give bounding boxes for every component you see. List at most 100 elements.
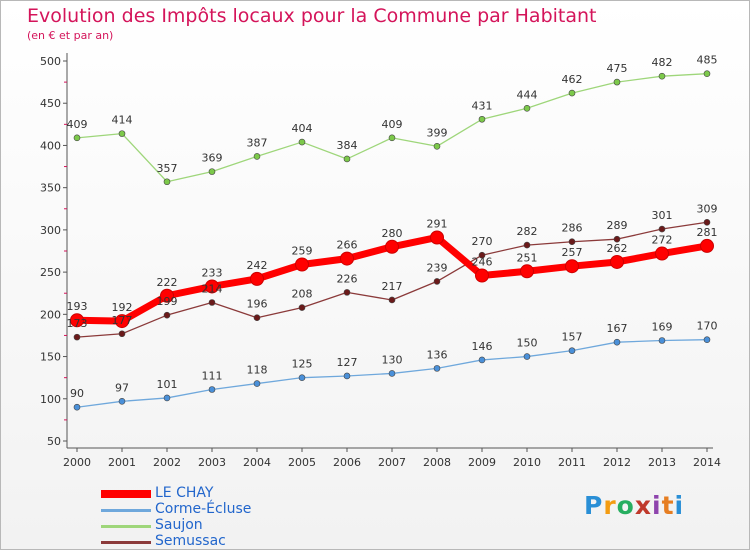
point-semussac [613, 235, 621, 243]
point-corme-cluse [478, 356, 486, 364]
point-le-chay [520, 264, 534, 279]
data-label-semussac: 196 [247, 298, 268, 311]
data-label-le-chay: 262 [607, 242, 628, 255]
x-tick-label: 2003 [198, 456, 226, 469]
data-label-saujon: 414 [112, 114, 133, 127]
point-semussac [478, 251, 486, 259]
point-saujon [208, 168, 216, 175]
chart-title: Evolution des Impôts locaux pour la Comm… [27, 5, 597, 27]
point-corme-cluse [388, 370, 396, 377]
legend-swatch [101, 490, 151, 498]
data-label-saujon: 387 [247, 136, 268, 149]
point-le-chay [70, 313, 84, 328]
data-label-le-chay: 259 [292, 245, 313, 258]
y-tick-label: 200 [40, 308, 61, 321]
data-label-semussac: 217 [382, 280, 403, 293]
proxiti-logo: Proxiti [584, 491, 684, 520]
data-label-semussac: 282 [517, 225, 538, 238]
data-label-le-chay: 233 [202, 266, 223, 279]
point-le-chay [295, 257, 309, 272]
point-corme-cluse [298, 374, 306, 381]
data-label-corme-cluse: 118 [247, 364, 268, 377]
data-label-corme-cluse: 111 [202, 369, 223, 382]
point-le-chay [700, 238, 714, 253]
legend-swatch [101, 541, 151, 544]
point-le-chay [610, 254, 624, 269]
point-corme-cluse [343, 372, 351, 380]
point-semussac [658, 225, 666, 233]
y-tick-label: 250 [40, 266, 61, 279]
point-le-chay [340, 251, 354, 266]
x-tick-label: 2007 [378, 456, 406, 469]
point-corme-cluse [163, 394, 171, 402]
data-label-corme-cluse: 146 [472, 340, 493, 353]
data-label-corme-cluse: 167 [607, 322, 628, 335]
point-le-chay [565, 259, 579, 274]
y-tick-label: 100 [40, 393, 61, 406]
data-label-saujon: 409 [67, 118, 88, 131]
series-layer [70, 70, 714, 411]
chart-subtitle: (en € et par an) [27, 29, 114, 42]
data-label-semussac: 214 [202, 283, 223, 296]
point-corme-cluse [523, 353, 531, 360]
data-label-le-chay: 281 [697, 226, 718, 239]
data-label-semussac: 309 [697, 202, 718, 215]
data-label-corme-cluse: 170 [697, 320, 718, 333]
data-label-semussac: 289 [607, 219, 628, 232]
point-le-chay [160, 288, 174, 303]
y-tick-label: 50 [47, 435, 61, 448]
data-label-saujon: 482 [652, 56, 673, 69]
logo-letter: P [584, 491, 604, 520]
point-semussac [208, 299, 216, 306]
logo-letter: i [652, 491, 662, 520]
point-saujon [658, 72, 666, 80]
point-le-chay [475, 268, 489, 283]
point-saujon [343, 155, 351, 163]
point-saujon [73, 134, 81, 142]
point-saujon [703, 70, 711, 77]
point-saujon [253, 153, 261, 160]
data-label-le-chay: 251 [517, 251, 538, 264]
data-label-saujon: 399 [427, 126, 448, 139]
logo-letter: i [674, 491, 685, 520]
data-label-le-chay: 272 [652, 234, 673, 247]
data-label-le-chay: 280 [382, 227, 403, 240]
point-saujon [163, 178, 171, 186]
point-semussac [703, 218, 711, 226]
point-saujon [298, 138, 306, 146]
point-saujon [433, 142, 441, 150]
data-label-le-chay: 266 [337, 239, 358, 252]
data-label-semussac: 239 [427, 261, 448, 274]
point-semussac [298, 304, 306, 311]
data-label-corme-cluse: 157 [562, 331, 583, 344]
logo-letter: x [634, 491, 652, 520]
legend-label: Semussac [155, 533, 226, 549]
point-le-chay [430, 230, 444, 245]
point-saujon [118, 130, 126, 137]
data-label-corme-cluse: 130 [382, 353, 403, 366]
data-label-corme-cluse: 90 [70, 387, 84, 400]
data-label-le-chay: 222 [157, 276, 178, 289]
data-label-saujon: 369 [202, 152, 223, 165]
point-corme-cluse [433, 365, 441, 372]
legend-swatch [101, 525, 151, 528]
point-semussac [568, 238, 576, 246]
data-label-saujon: 444 [517, 88, 538, 101]
data-label-semussac: 301 [652, 209, 673, 222]
point-saujon [388, 134, 396, 142]
x-tick-label: 2014 [693, 456, 721, 469]
x-tick-label: 2008 [423, 456, 451, 469]
x-tick-label: 2001 [108, 456, 136, 469]
point-le-chay [250, 271, 264, 286]
point-corme-cluse [208, 386, 216, 393]
y-tick-label: 500 [40, 55, 61, 68]
data-label-saujon: 384 [337, 139, 358, 152]
data-label-le-chay: 192 [112, 301, 133, 314]
point-semussac [118, 330, 126, 338]
logo-letter: r [603, 491, 617, 520]
data-label-corme-cluse: 101 [157, 378, 178, 391]
data-label-le-chay: 246 [472, 255, 493, 268]
data-label-saujon: 404 [292, 122, 313, 135]
